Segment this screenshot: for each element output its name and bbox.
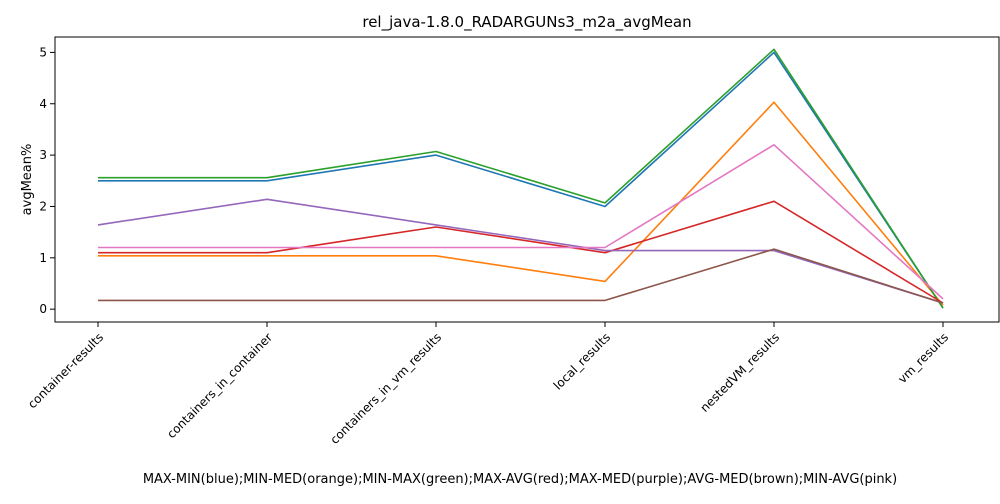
series-line-4: [98, 200, 944, 304]
series-line-7: [98, 144, 944, 300]
y-tick-label: 5: [39, 45, 47, 59]
y-tick-label: 2: [39, 199, 47, 213]
series-line-1: [98, 51, 944, 309]
y-axis-label: avgMean%: [20, 144, 35, 216]
x-axis-label: MAX-MIN(blue);MIN-MED(orange);MIN-MAX(gr…: [143, 472, 897, 487]
series-line-5: [97, 198, 944, 304]
series-line-3: [98, 48, 944, 309]
series-lines: [97, 48, 944, 309]
y-axis: 0 1 2 3 4 5: [39, 45, 55, 316]
y-tick-label: 4: [39, 97, 47, 111]
y-tick-label: 0: [39, 302, 47, 316]
y-tick-label: 1: [39, 251, 47, 265]
series-line-2: [98, 101, 944, 306]
plot-frame: [54, 36, 1000, 323]
y-tick-label: 3: [39, 148, 47, 162]
series-line-6: [98, 248, 944, 304]
chart-title: rel_java-1.8.0_RADARGUNs3_m2a_avgMean: [362, 13, 691, 32]
